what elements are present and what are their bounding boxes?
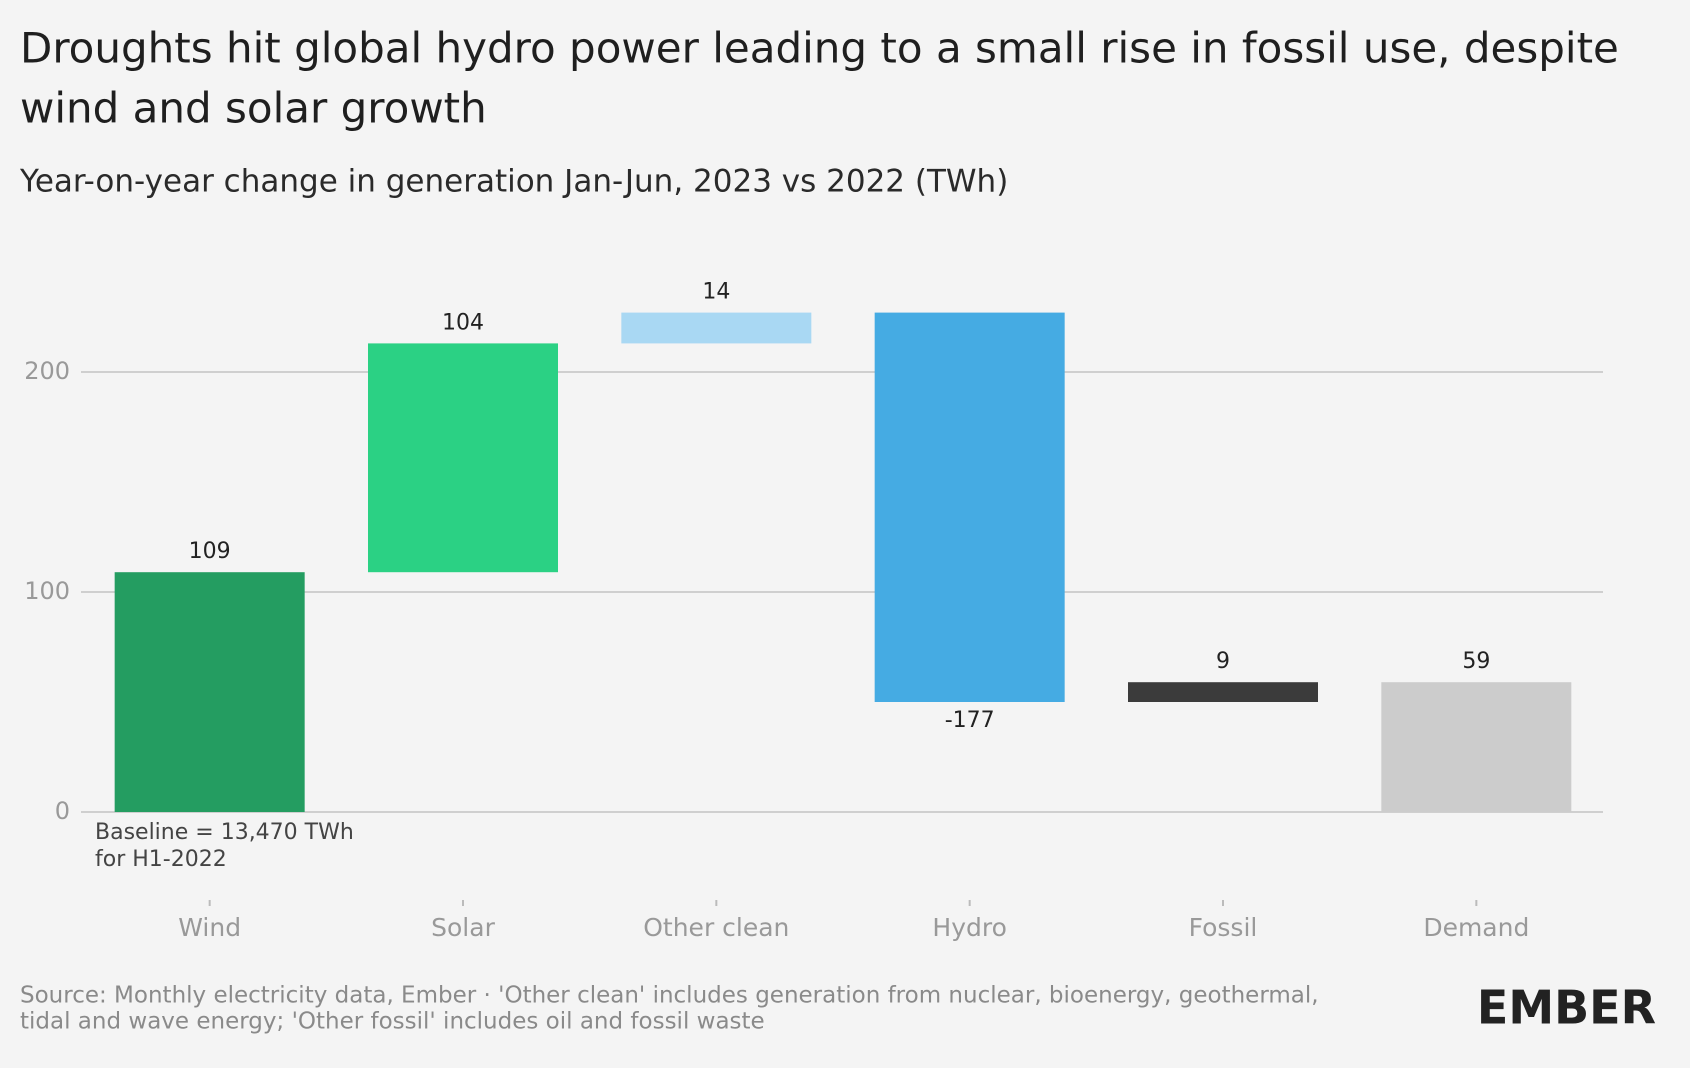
data-label: -177: [945, 708, 995, 733]
data-label: 59: [1462, 649, 1490, 674]
x-tick-label: Wind: [178, 913, 241, 942]
x-tick-label: Fossil: [1189, 913, 1258, 942]
chart-subtitle: Year-on-year change in generation Jan-Ju…: [19, 164, 1008, 200]
data-label: 14: [702, 280, 730, 305]
chart-title: wind and solar growth: [20, 84, 487, 133]
data-label: 109: [189, 539, 231, 564]
source: tidal and wave energy; 'Other fossil' in…: [20, 1009, 765, 1035]
y-tick-label: 100: [24, 577, 70, 605]
annotation: for H1-2022: [95, 847, 227, 872]
y-tick-label: 200: [24, 357, 70, 385]
bar: [1128, 682, 1318, 702]
bar: [114, 572, 305, 812]
bar: [621, 312, 812, 344]
annotation: Baseline = 13,470 TWh: [95, 820, 354, 845]
chart-title: Droughts hit global hydro power leading …: [20, 24, 1619, 73]
bar: [1381, 682, 1572, 812]
bar: [874, 312, 1065, 702]
x-tick-label: Demand: [1423, 913, 1529, 942]
bar: [368, 343, 558, 573]
x-tick-label: Hydro: [932, 913, 1007, 942]
data-label: 9: [1216, 649, 1230, 674]
y-tick-label: 0: [55, 797, 70, 825]
source: Source: Monthly electricity data, Ember …: [20, 983, 1319, 1009]
data-label: 104: [442, 310, 484, 335]
x-tick-label: Solar: [431, 913, 495, 942]
logo: EMBER: [1477, 981, 1656, 1035]
x-tick-label: Other clean: [643, 913, 789, 942]
